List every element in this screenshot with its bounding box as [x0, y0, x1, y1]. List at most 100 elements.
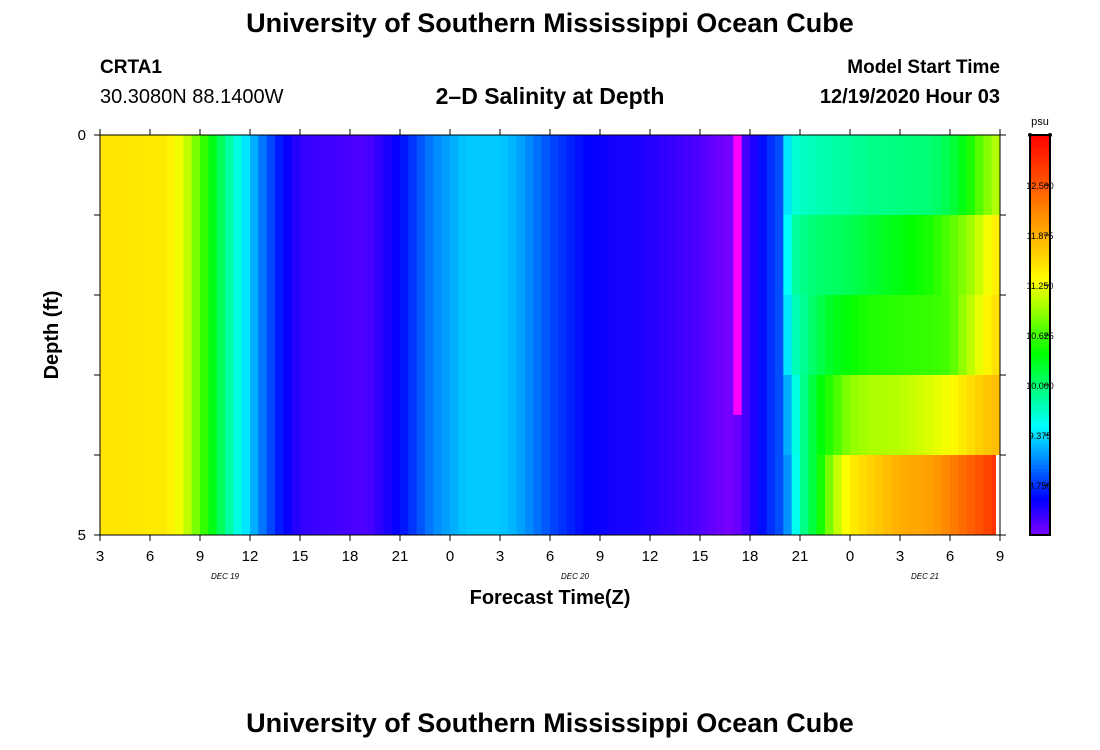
heatmap-cell — [816, 215, 826, 296]
heatmap-cell — [225, 135, 234, 535]
colorbar-segment — [1030, 431, 1050, 436]
heatmap-cell — [150, 135, 159, 535]
x-tick-label: 21 — [792, 548, 809, 565]
y-tick-label: 5 — [78, 527, 86, 544]
colorbar-segment — [1030, 438, 1050, 443]
heatmap-cell — [800, 135, 809, 216]
heatmap-cell — [850, 455, 859, 536]
heatmap-cell — [975, 135, 984, 216]
heatmap-cell — [900, 135, 909, 216]
colorbar-segment — [1030, 415, 1050, 419]
colorbar-segment — [1030, 521, 1050, 526]
colorbar-segment — [1030, 238, 1050, 243]
heatmap-cell — [800, 295, 809, 376]
x-tick-label: 3 — [896, 548, 904, 565]
colorbar-segment — [1030, 381, 1050, 386]
y-tick-label: 0 — [78, 127, 86, 144]
x-tick-label: 9 — [596, 548, 604, 565]
x-axis: 3 6 9 12 15 18 21 0 3 6 9 12 15 18 21 0 3 6 9 DEC 19 DEC 20 D… — [96, 129, 1004, 581]
heatmap-cell — [891, 455, 901, 536]
colorbar-segment — [1030, 298, 1050, 303]
heatmap-cell — [291, 135, 301, 535]
heatmap-cell — [316, 135, 326, 535]
heatmap-cell — [841, 135, 851, 216]
heatmap-cell — [825, 455, 834, 536]
colorbar-segment — [1030, 378, 1050, 383]
heatmap-cell — [950, 375, 959, 456]
heatmap-cell — [991, 295, 1001, 376]
heatmap-cell — [916, 135, 926, 216]
heatmap-cell — [983, 375, 993, 456]
colorbar-corner — [1028, 133, 1032, 137]
heatmap-cell — [566, 135, 576, 535]
heatmap-cell — [916, 455, 926, 536]
heatmap-cell — [766, 135, 776, 535]
heatmap-cell — [691, 135, 701, 535]
heatmap-cell — [266, 135, 276, 535]
heatmap-cell — [966, 215, 976, 296]
colorbar-segment — [1030, 151, 1050, 156]
heatmap-cell — [933, 295, 943, 376]
heatmap-cell — [908, 455, 918, 536]
heatmap-cell — [583, 135, 593, 535]
heatmap-cell — [883, 295, 893, 376]
heatmap-cell — [358, 135, 368, 535]
heatmap-cell — [658, 135, 668, 535]
heatmap-cell — [950, 135, 959, 216]
heatmap-cell — [916, 295, 926, 376]
model-start-time: 12/19/2020 Hour 03 — [819, 86, 1000, 108]
colorbar-tick-label: 12.500 — [1026, 181, 1054, 191]
heatmap-cell — [850, 135, 859, 216]
colorbar-segment — [1030, 328, 1050, 333]
heatmap-cell — [250, 135, 259, 535]
colorbar-segment — [1030, 345, 1050, 349]
heatmap-cell — [850, 375, 859, 456]
colorbar-segment — [1030, 445, 1050, 449]
heatmap-cell — [900, 455, 909, 536]
colorbar-segment — [1030, 201, 1050, 206]
colorbar-segment — [1030, 335, 1050, 339]
colorbar-segment — [1030, 318, 1050, 323]
heatmap-cell — [825, 215, 834, 296]
colorbar-segment — [1030, 185, 1050, 189]
x-tick-label: 6 — [546, 548, 554, 565]
heatmap-cell — [833, 375, 843, 456]
colorbar-segment — [1030, 255, 1050, 259]
heatmap-cell — [958, 135, 968, 216]
heatmap-cell — [608, 135, 618, 535]
heatmap-cell — [133, 135, 143, 535]
heatmap-cell — [758, 135, 768, 535]
heatmap-cell — [533, 135, 543, 535]
heatmap-cell — [933, 375, 943, 456]
colorbar-segment — [1030, 181, 1050, 186]
colorbar-corner — [1048, 133, 1052, 137]
heatmap-cell — [191, 135, 201, 535]
x-tick-label: 6 — [146, 548, 154, 565]
heatmap-cell — [275, 135, 284, 535]
colorbar-segment — [1030, 508, 1050, 513]
colorbar-segment — [1030, 478, 1050, 483]
colorbar-segment — [1030, 358, 1050, 363]
colorbar-tick-label: 11.250 — [1027, 281, 1054, 291]
heatmap-cell — [500, 135, 509, 535]
x-tick-label: 9 — [196, 548, 204, 565]
y-axis: 05 — [78, 127, 1006, 544]
colorbar-segment — [1030, 518, 1050, 523]
colorbar-segment — [1030, 211, 1050, 216]
heatmap-cell — [616, 135, 626, 535]
heatmap-cell — [808, 455, 818, 536]
heatmap-cell — [491, 135, 501, 535]
heatmap-cell — [858, 295, 868, 376]
heatmap-cell — [991, 135, 1001, 216]
colorbar-segment — [1030, 505, 1050, 509]
colorbar-segment — [1030, 215, 1050, 219]
colorbar-segment — [1030, 338, 1050, 343]
x-tick-label: 21 — [392, 548, 409, 565]
colorbar-segment — [1030, 218, 1050, 223]
colorbar-segment — [1030, 325, 1050, 329]
heatmap-cell — [966, 135, 976, 216]
heatmap-cell — [808, 135, 818, 216]
colorbar-segment — [1030, 455, 1050, 459]
colorbar: psu 8.750 9.375 10.000 10.625 11.250 11.875 12.… — [1026, 116, 1054, 536]
heatmap-cell — [483, 135, 493, 535]
